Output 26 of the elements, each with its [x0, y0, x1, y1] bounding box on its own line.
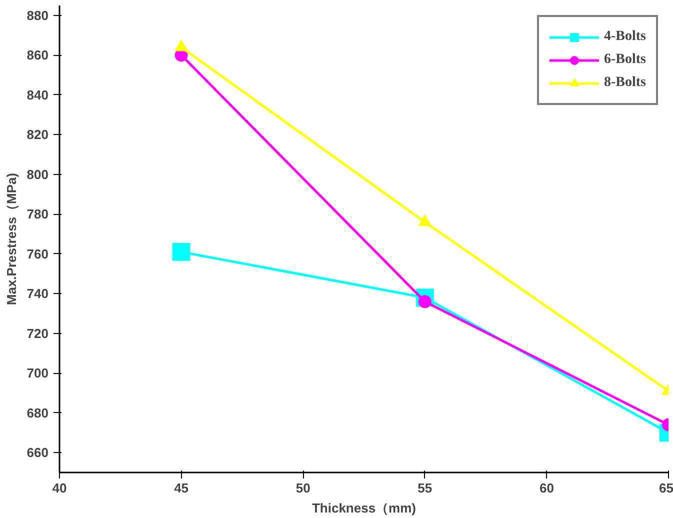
x-tick-label: 40 — [52, 480, 67, 496]
x-tick-label: 60 — [539, 480, 554, 496]
y-tick-label: 720 — [26, 326, 49, 341]
y-tick-label: 780 — [26, 206, 49, 222]
y-tick-label: 860 — [26, 48, 49, 63]
y-tick-label: 660 — [26, 445, 49, 460]
x-tick-label: 45 — [174, 480, 189, 496]
y-tick-label: 880 — [26, 8, 49, 23]
point — [174, 40, 188, 52]
y-tick-label: 740 — [26, 286, 49, 302]
point — [418, 214, 432, 226]
y-tick-label: 680 — [26, 405, 49, 420]
x-tick-label: 50 — [296, 480, 310, 496]
y-tick-label: 700 — [26, 366, 49, 381]
legend-label: 8-Bolts — [604, 75, 646, 91]
legend-label: 4-Bolts — [604, 29, 646, 45]
y-tick-label: 760 — [26, 246, 49, 262]
x-tick-label: 65 — [659, 480, 673, 496]
x-tick-label: 55 — [418, 480, 432, 496]
y-tick-label: 820 — [26, 127, 49, 142]
legend-label: 6-Bolts — [604, 52, 646, 68]
y-tick-label: 800 — [26, 166, 49, 182]
point — [172, 242, 190, 261]
y-tick-label: 840 — [26, 87, 49, 102]
x-axis-title: Thickness（mm) — [312, 500, 416, 516]
y-axis-title: Max.Prestress（MPa) — [4, 172, 19, 306]
